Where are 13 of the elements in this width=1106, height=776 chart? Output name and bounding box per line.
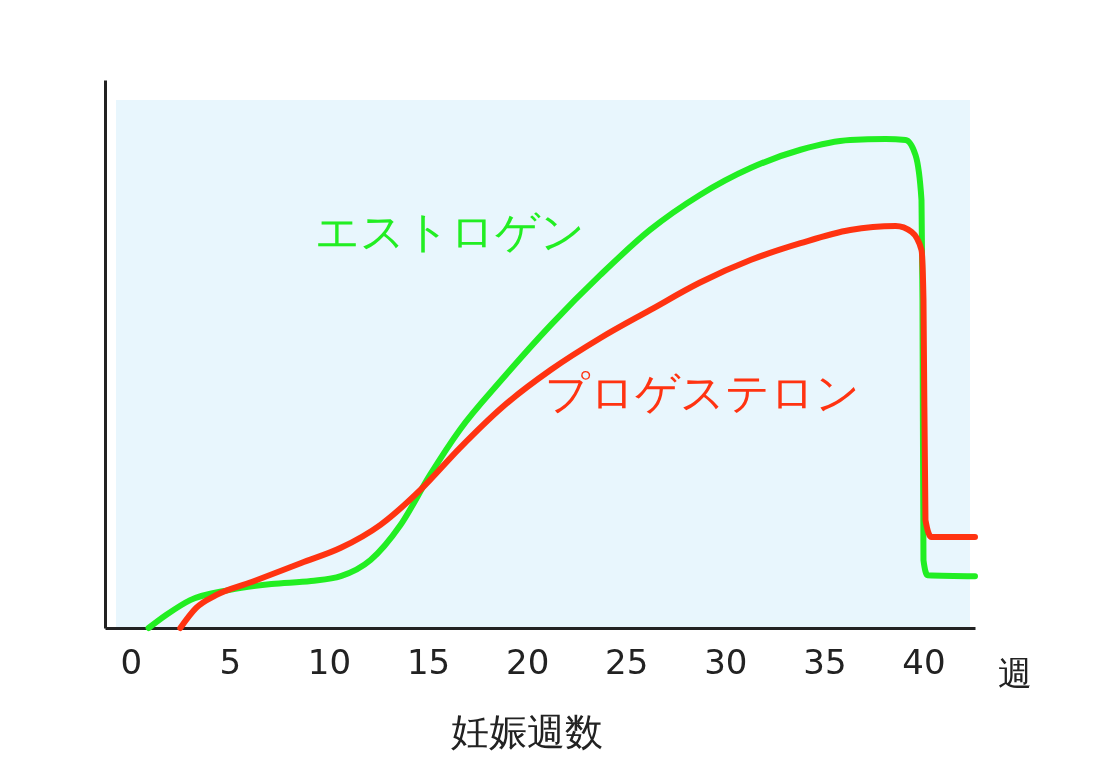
x-tick-label: 20 bbox=[505, 642, 550, 683]
series-label: プロゲステロン bbox=[544, 366, 860, 418]
x-tick-label: 35 bbox=[803, 642, 847, 683]
x-tick-label: 25 bbox=[605, 642, 649, 683]
x-tick-label: 15 bbox=[406, 642, 451, 683]
x-axis-title: 妊娠週数 bbox=[451, 710, 604, 754]
x-tick-label: 0 bbox=[120, 642, 143, 683]
x-tick-label: 10 bbox=[307, 642, 352, 683]
text: 週 bbox=[998, 653, 1032, 693]
series-label: エストロゲン bbox=[315, 205, 586, 257]
x-tick-label: 30 bbox=[704, 642, 748, 683]
x-tick-label: 40 bbox=[902, 642, 946, 683]
x-tick-label: 5 bbox=[219, 642, 242, 683]
